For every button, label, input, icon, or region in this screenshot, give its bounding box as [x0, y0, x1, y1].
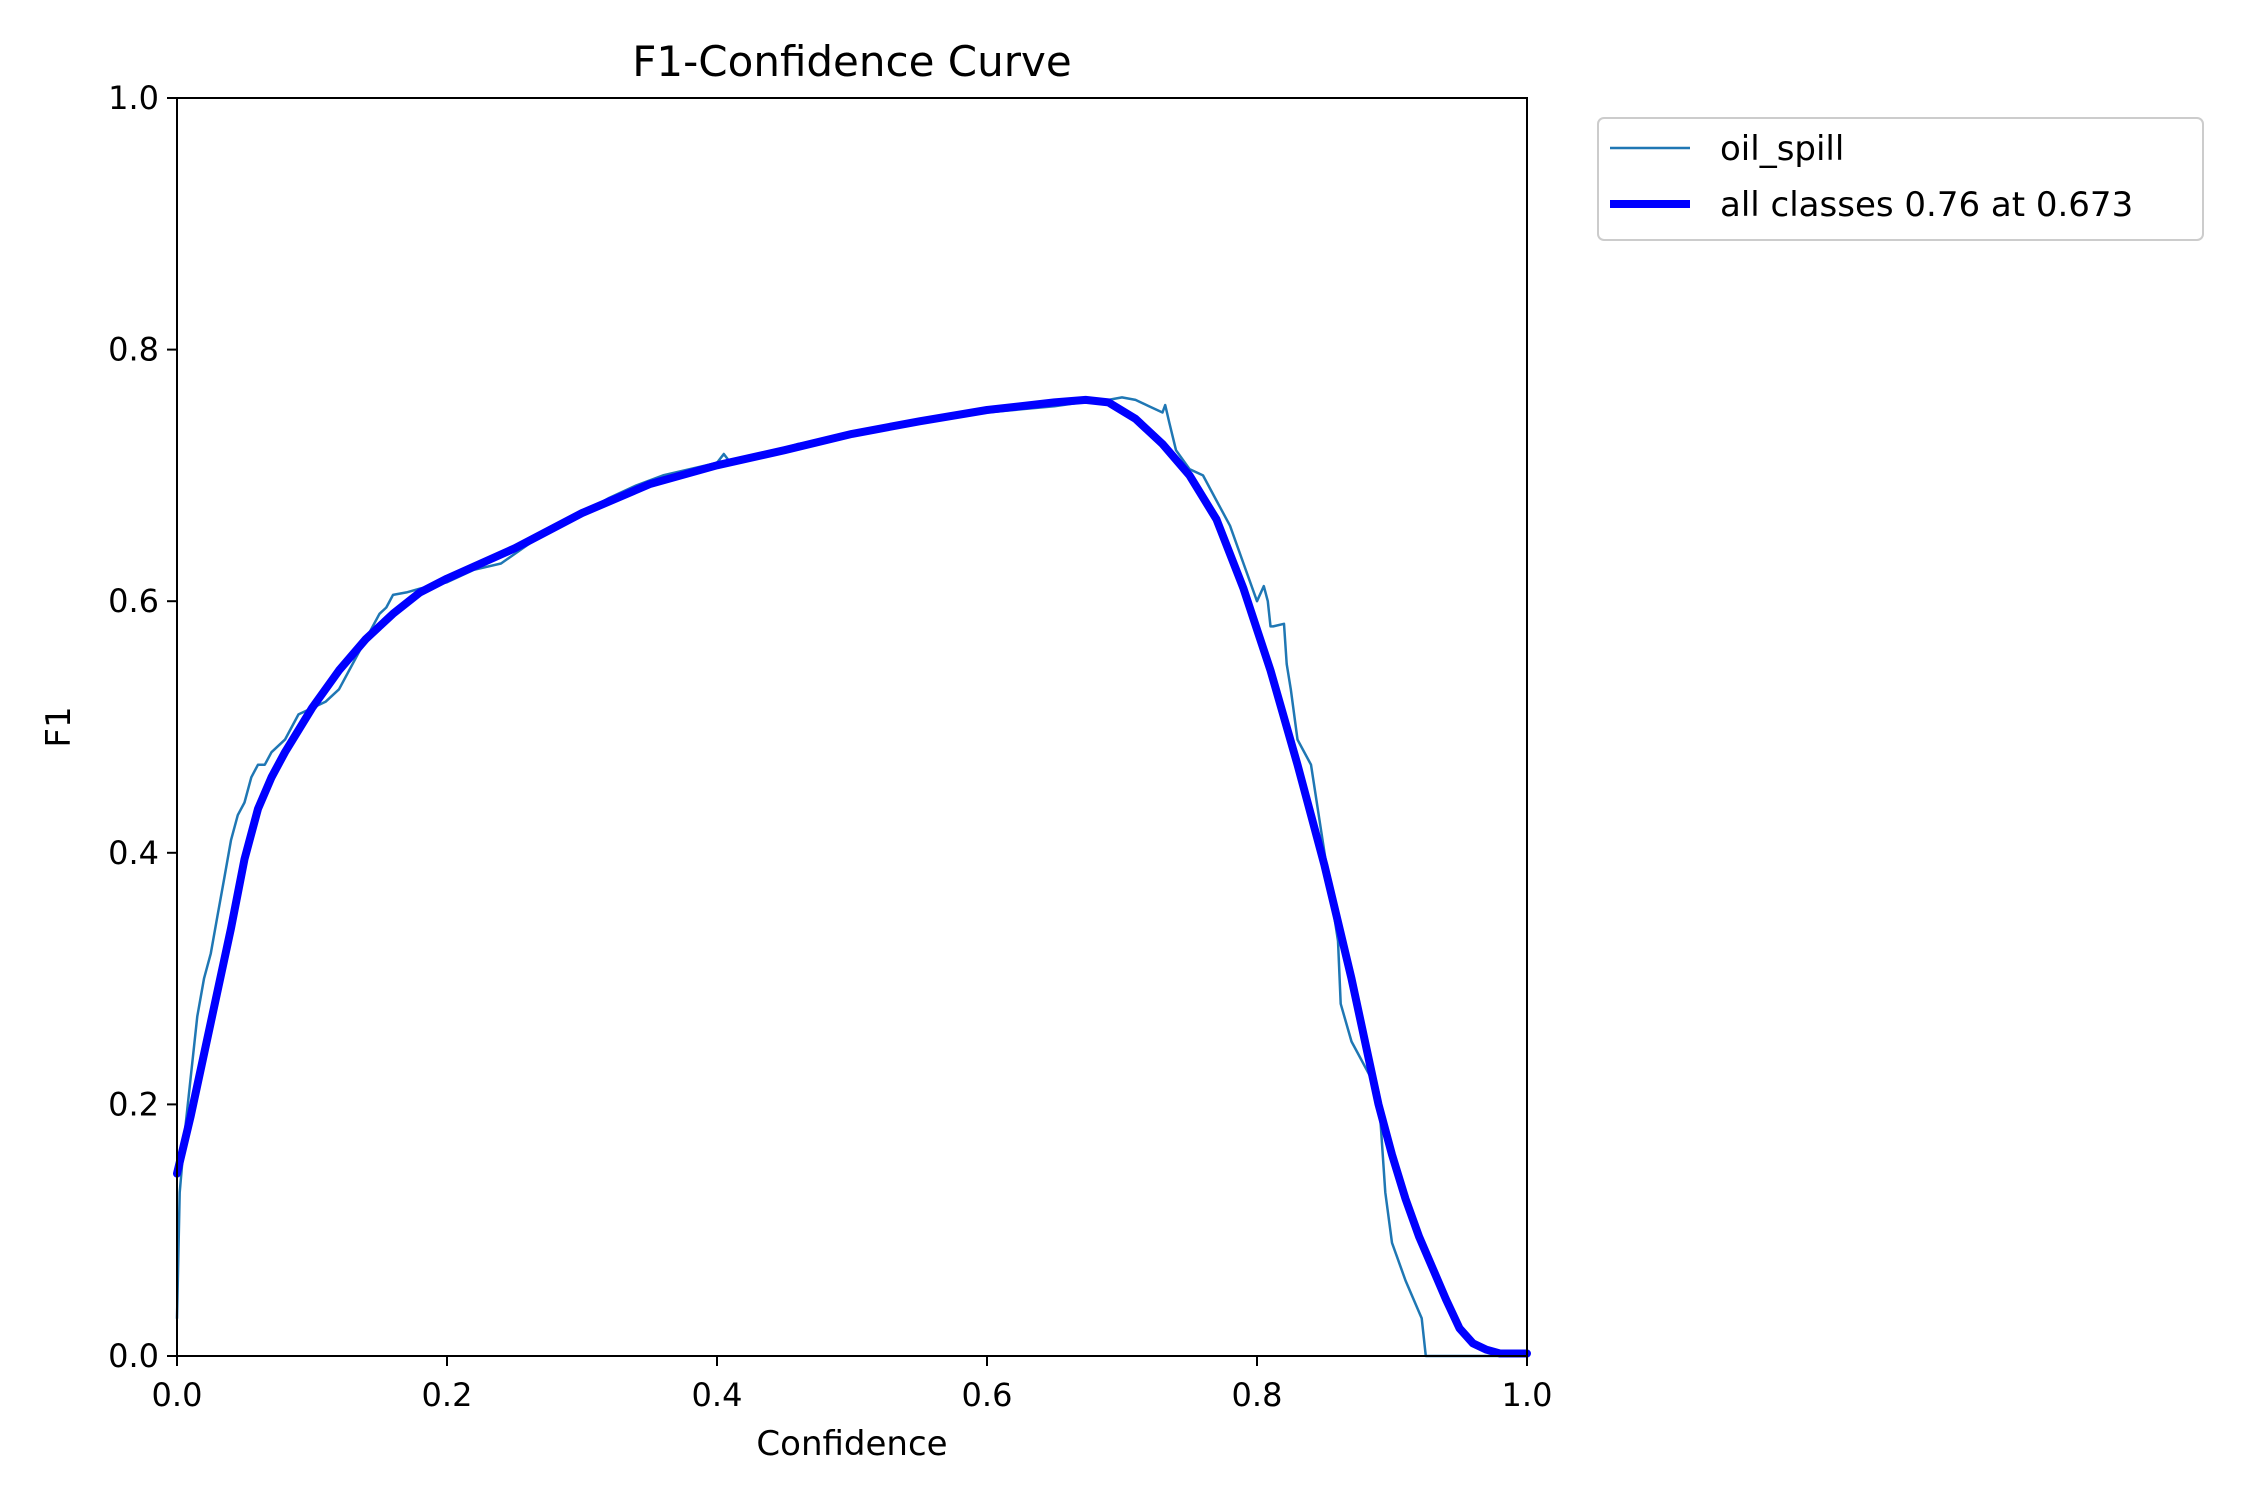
legend-label-oil-spill: oil_spill [1720, 129, 1844, 169]
x-tick-label: 0.2 [422, 1376, 473, 1414]
x-tick-label: 0.0 [152, 1376, 203, 1414]
y-tick-label: 0.0 [108, 1337, 159, 1375]
x-tick-label: 1.0 [1502, 1376, 1553, 1414]
legend-box [1597, 117, 2204, 241]
series-line-all-classes [173, 395, 1531, 1358]
x-tick-label: 0.6 [962, 1376, 1013, 1414]
chart-title: F1-Confidence Curve [632, 37, 1071, 86]
y-tick-label: 0.2 [108, 1085, 159, 1123]
y-tick-label: 1.0 [108, 79, 159, 117]
legend: oil_spill all classes 0.76 at 0.673 [1597, 117, 2204, 241]
x-tick-label: 0.8 [1232, 1376, 1283, 1414]
x-axis-label: Confidence [756, 1424, 947, 1464]
x-axis: 0.0 0.2 0.4 0.6 0.8 1.0 [152, 1356, 1553, 1414]
y-tick-label: 0.6 [108, 582, 159, 620]
plot-frame [176, 97, 1528, 1357]
y-axis-label: F1 [39, 706, 79, 747]
y-axis: 0.0 0.2 0.4 0.6 0.8 1.0 [108, 79, 177, 1375]
plot-area [173, 395, 1531, 1358]
x-tick-label: 0.4 [692, 1376, 743, 1414]
y-tick-label: 0.4 [108, 834, 159, 872]
legend-label-all-classes: all classes 0.76 at 0.673 [1720, 185, 2133, 225]
y-tick-label: 0.8 [108, 331, 159, 369]
